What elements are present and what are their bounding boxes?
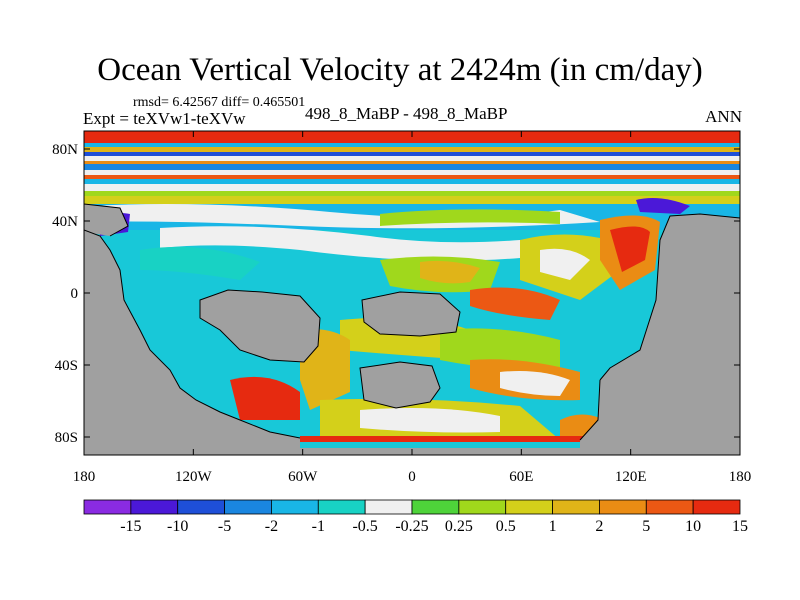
colorbar-swatch [177, 499, 225, 515]
colorbar-label: 5 [642, 518, 650, 535]
southern-patterns [230, 317, 600, 442]
plot-title: Ocean Vertical Velocity at 2424m (in cm/… [97, 52, 703, 88]
colorbar-label: 2 [595, 518, 603, 535]
colorbar-label: 15 [732, 518, 748, 535]
experiment-label: Expt = teXVw1-teXVw [83, 109, 246, 128]
colorbar-swatch [83, 499, 132, 515]
colorbar-label: -10 [167, 518, 188, 535]
colorbar-label: -5 [218, 518, 231, 535]
colorbar-swatch [692, 499, 741, 515]
colorbar-label: -0.5 [352, 518, 377, 535]
colorbar-label: 1 [549, 518, 557, 535]
lon-tick-label: 0 [408, 469, 416, 485]
lon-tick-label: 180 [729, 469, 752, 485]
colorbar-swatch [505, 499, 553, 515]
lat-tick-label: 80S [55, 430, 78, 446]
colorbar: -15 -10 -5 -2 -1 -0.5 -0.25 0.25 0.5 1 2 5 10 15 [83, 499, 748, 535]
colorbar-swatch [411, 499, 460, 515]
lon-tick-label: 120E [615, 469, 647, 485]
colorbar-label: -15 [120, 518, 141, 535]
experiment-names: 498_8_MaBP - 498_8_MaBP [305, 104, 508, 123]
colorbar-swatch [552, 499, 600, 515]
lon-tick-label: 60E [509, 469, 533, 485]
colorbar-label: 0.25 [445, 518, 473, 535]
colorbar-label: 0.5 [496, 518, 516, 535]
lon-axis: 180 120W 60W 0 60E 120E 180 [73, 131, 752, 485]
season-label: ANN [705, 107, 742, 126]
arctic-bands [84, 131, 740, 204]
lon-tick-label: 180 [73, 469, 96, 485]
colorbar-swatch [599, 499, 647, 515]
colorbar-swatch [224, 499, 272, 515]
colorbar-swatch [271, 499, 319, 515]
stats-line: rmsd= 6.42567 diff= 0.465501 [133, 95, 306, 110]
colorbar-label: -1 [312, 518, 325, 535]
lon-tick-label: 120W [175, 469, 213, 485]
colorbar-label: -0.25 [395, 518, 428, 535]
colorbar-label: 10 [685, 518, 701, 535]
land-masses [84, 204, 740, 455]
lat-tick-label: 80N [52, 142, 78, 158]
lat-tick-label: 40N [52, 214, 78, 230]
coastlines [84, 203, 740, 441]
map-plot-area [84, 131, 740, 455]
colorbar-swatch [458, 499, 507, 515]
lat-tick-label: 0 [71, 286, 79, 302]
lat-axis: 80N 40N 0 40S 80S [52, 142, 740, 446]
lon-tick-label: 60W [288, 469, 318, 485]
lat-tick-label: 40S [55, 358, 78, 374]
colorbar-label: -2 [265, 518, 278, 535]
midlat-patterns [84, 198, 740, 320]
colorbar-swatch [130, 499, 179, 515]
colorbar-swatch [364, 499, 413, 515]
colorbar-swatch [645, 499, 694, 515]
colorbar-swatch [317, 499, 366, 515]
